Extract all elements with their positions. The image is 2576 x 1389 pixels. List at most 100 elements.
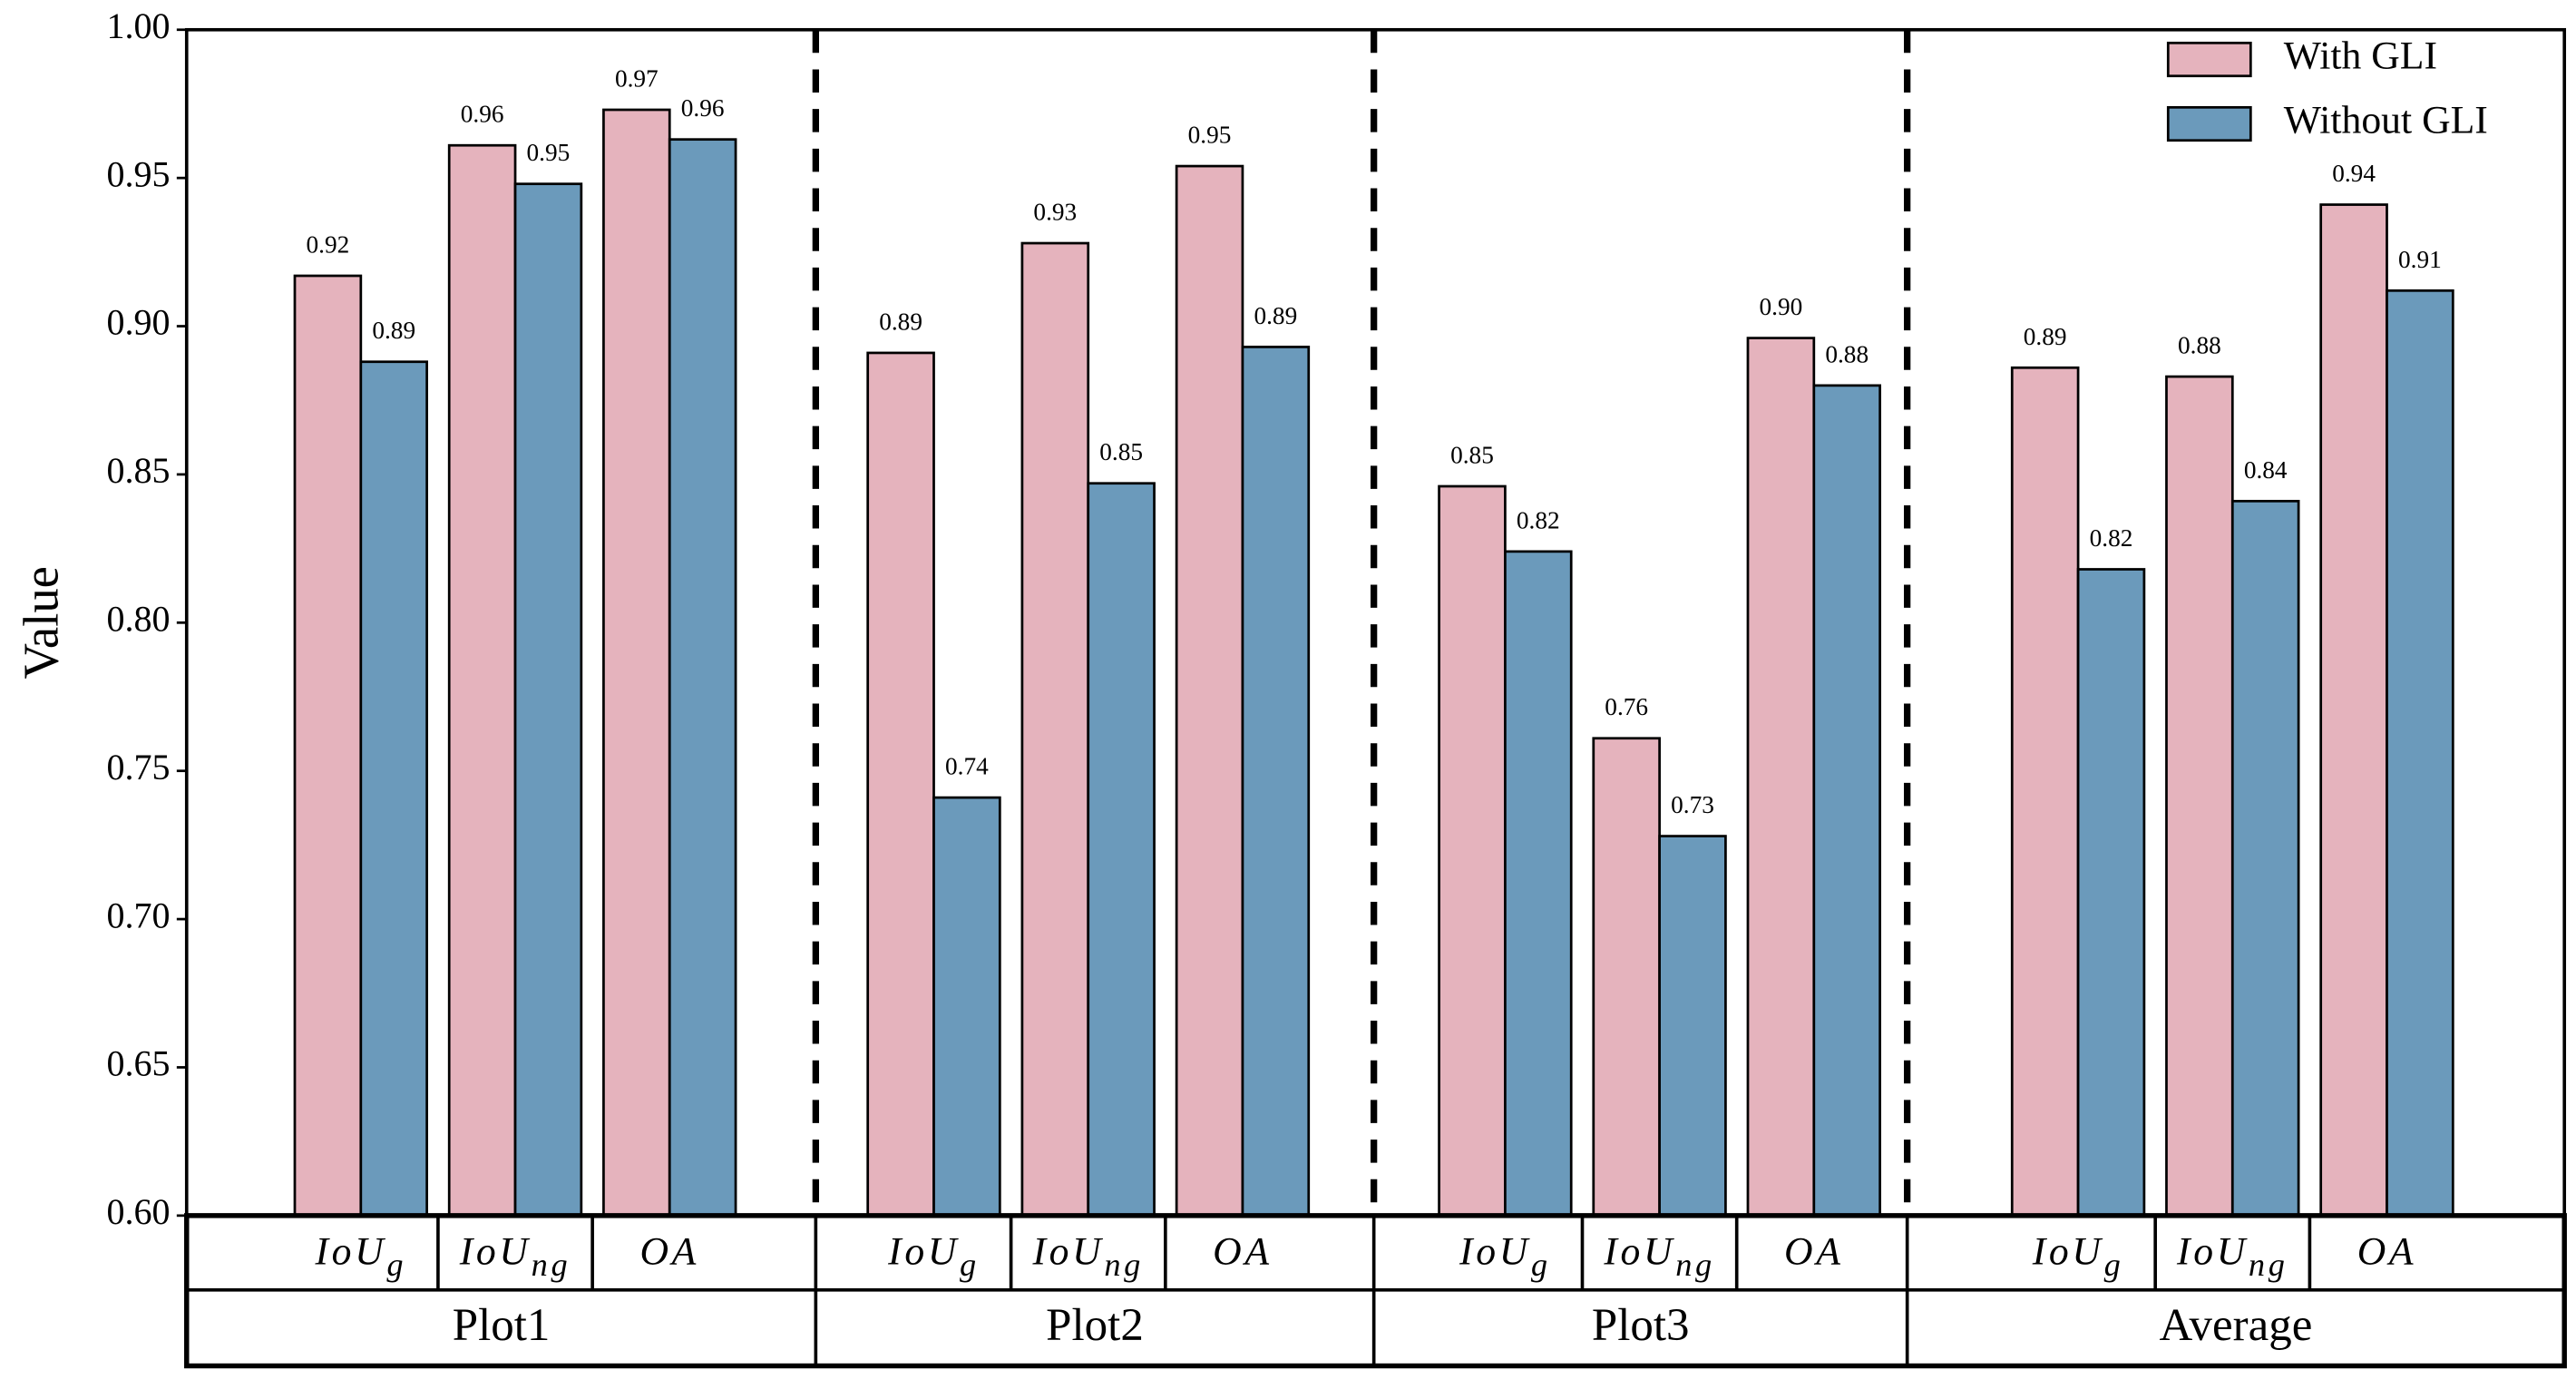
legend-label: With GLI (2284, 34, 2437, 78)
legend-swatch (2166, 41, 2252, 78)
value-label: 0.95 (527, 139, 571, 166)
bar (359, 360, 428, 1218)
category-label: IoUg (887, 1230, 980, 1284)
value-label: 0.97 (615, 65, 659, 93)
category-sub: g (1531, 1247, 1551, 1283)
bar (1087, 482, 1156, 1218)
category-label: OA (2357, 1230, 2417, 1274)
value-label: 0.82 (2090, 524, 2133, 552)
bar (1438, 484, 1507, 1218)
category-label: IoUng (1603, 1230, 1715, 1284)
category-sub: ng (2249, 1247, 2288, 1283)
category-label: IoUg (2032, 1230, 2124, 1284)
value-label: 0.95 (1188, 122, 1232, 149)
category-label: OA (1784, 1230, 1844, 1274)
value-label: 0.73 (1671, 791, 1714, 818)
y-tick-label: 0.60 (106, 1191, 170, 1232)
category-main: OA (2357, 1230, 2417, 1274)
bar (2165, 375, 2234, 1218)
bar (2076, 568, 2146, 1218)
value-label: 0.89 (2024, 323, 2067, 350)
y-tick-label: 0.80 (106, 598, 170, 639)
value-label: 0.74 (945, 753, 989, 780)
bar (1812, 384, 1881, 1218)
value-label: 0.96 (681, 94, 725, 122)
group-label: Plot3 (1592, 1300, 1690, 1351)
legend-swatch (2166, 105, 2252, 142)
bar (2386, 289, 2454, 1218)
value-label: 0.88 (2178, 332, 2221, 359)
value-label: 0.85 (1099, 438, 1143, 465)
y-tick-label: 0.90 (106, 302, 170, 343)
category-sub: g (2104, 1247, 2124, 1283)
category-main: IoU (314, 1230, 386, 1274)
value-label: 0.85 (1450, 442, 1494, 469)
y-tick-label: 0.95 (106, 153, 170, 194)
bar (447, 143, 517, 1218)
value-label: 0.93 (1033, 199, 1077, 226)
bar (1592, 737, 1661, 1218)
bar (513, 182, 583, 1218)
category-label: IoUng (459, 1230, 571, 1284)
value-label: 0.90 (1760, 293, 1803, 320)
bar (2230, 499, 2300, 1218)
category-main: IoU (1031, 1230, 1104, 1274)
bar (866, 351, 935, 1218)
bar (1175, 164, 1244, 1218)
y-tick-label: 0.85 (106, 450, 170, 491)
category-main: OA (1784, 1230, 1844, 1274)
category-label: OA (639, 1230, 699, 1274)
value-label: 0.76 (1605, 693, 1648, 720)
category-main: OA (639, 1230, 699, 1274)
group-label: Plot2 (1046, 1300, 1144, 1351)
value-label: 0.92 (307, 231, 350, 259)
value-label: 0.89 (372, 317, 415, 344)
y-tick-label: 1.00 (106, 5, 170, 46)
category-main: IoU (887, 1230, 960, 1274)
category-label: IoUng (1031, 1230, 1144, 1284)
value-label: 0.96 (461, 101, 504, 128)
y-tick-label: 0.65 (106, 1043, 170, 1084)
category-main: IoU (1459, 1230, 1531, 1274)
category-sub: ng (1104, 1247, 1144, 1283)
y-tick-label: 0.75 (106, 747, 170, 787)
value-label: 0.88 (1825, 340, 1869, 367)
value-label: 0.82 (1517, 506, 1560, 533)
bar (293, 274, 363, 1218)
value-label: 0.94 (2332, 160, 2376, 187)
bar (602, 108, 671, 1218)
value-label: 0.89 (1254, 302, 1297, 329)
bar (1658, 835, 1727, 1218)
category-main: IoU (459, 1230, 532, 1274)
category-main: IoU (1603, 1230, 1675, 1274)
value-label: 0.91 (2398, 246, 2442, 273)
value-label: 0.84 (2244, 456, 2288, 484)
category-main: IoU (2032, 1230, 2104, 1274)
bar (1746, 337, 1816, 1218)
category-label: IoUng (2176, 1230, 2288, 1284)
category-label: OA (1213, 1230, 1273, 1274)
y-axis-label: Value (14, 566, 69, 679)
category-sub: ng (1675, 1247, 1715, 1283)
bar (1241, 346, 1311, 1218)
bar (932, 796, 1001, 1218)
category-label: IoUg (1459, 1230, 1551, 1284)
bar (2010, 366, 2080, 1218)
category-main: IoU (2176, 1230, 2249, 1274)
value-label: 0.89 (879, 308, 922, 335)
category-main: OA (1213, 1230, 1273, 1274)
group-label: Average (2160, 1300, 2313, 1351)
bar (1020, 241, 1090, 1218)
category-sub: g (960, 1247, 980, 1283)
group-label: Plot1 (453, 1300, 551, 1351)
category-label: IoUg (314, 1230, 406, 1284)
bar (1504, 550, 1573, 1218)
bar (668, 138, 737, 1218)
bar (2319, 203, 2388, 1218)
y-tick-label: 0.70 (106, 895, 170, 935)
category-sub: ng (532, 1247, 571, 1283)
category-sub: g (386, 1247, 406, 1283)
legend-label: Without GLI (2284, 99, 2488, 142)
